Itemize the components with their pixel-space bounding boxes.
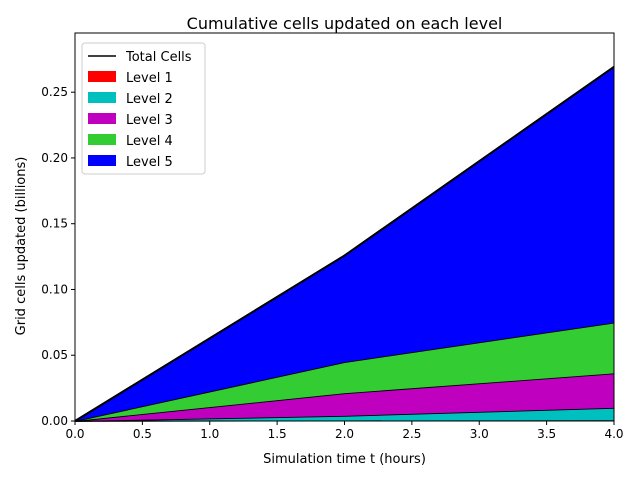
x-tick-label: 3.5 <box>537 427 556 441</box>
y-axis-label: Grid cells updated (billions) <box>14 157 29 336</box>
area-level-3 <box>75 373 614 421</box>
legend-label-total-cells: Total Cells <box>125 50 192 65</box>
legend-label-level-1: Level 1 <box>126 71 173 86</box>
y-tick-label: 0.05 <box>41 348 68 362</box>
legend-label-level-5: Level 5 <box>126 155 173 170</box>
x-tick-label: 0.5 <box>133 427 152 441</box>
legend-swatch-level-5 <box>88 155 116 166</box>
plot-areas <box>74 65 615 422</box>
legend-swatch-level-1 <box>88 71 116 82</box>
y-tick-label: 0.20 <box>41 151 68 165</box>
area-level-4 <box>75 322 614 421</box>
legend-label-level-3: Level 3 <box>126 113 173 128</box>
y-tick-label: 0.00 <box>41 414 68 428</box>
area-level-5 <box>75 66 614 421</box>
total-cells-line <box>74 65 615 422</box>
y-tick-label: 0.15 <box>41 217 68 231</box>
legend-swatch-level-4 <box>88 134 116 145</box>
x-tick-label: 2.5 <box>402 427 421 441</box>
x-axis-label: Simulation time t (hours) <box>263 452 426 467</box>
legend: Total Cells Level 1 Level 2 Level 3 Level 4 L… <box>81 42 206 175</box>
x-tick-label: 3.0 <box>470 427 489 441</box>
x-tick-label: 0.0 <box>65 427 84 441</box>
x-tick-label: 4.0 <box>604 427 623 441</box>
legend-swatch-level-3 <box>88 113 116 124</box>
chart-title: Cumulative cells updated on each level <box>187 14 503 33</box>
area-level-2 <box>75 407 614 421</box>
x-tick-label: 1.5 <box>268 427 287 441</box>
x-tick-label: 1.0 <box>200 427 219 441</box>
legend-label-level-2: Level 2 <box>126 92 173 107</box>
y-tick-label: 0.10 <box>41 282 68 296</box>
axes: 0.0 0.5 1.0 1.5 2.0 2.5 3.0 3.5 4.0 0.00 0.05 0.10 0… <box>41 32 624 441</box>
legend-swatch-level-2 <box>88 92 116 103</box>
y-tick-label: 0.25 <box>41 85 68 99</box>
legend-label-level-4: Level 4 <box>126 134 173 149</box>
x-tick-label: 2.0 <box>335 427 354 441</box>
